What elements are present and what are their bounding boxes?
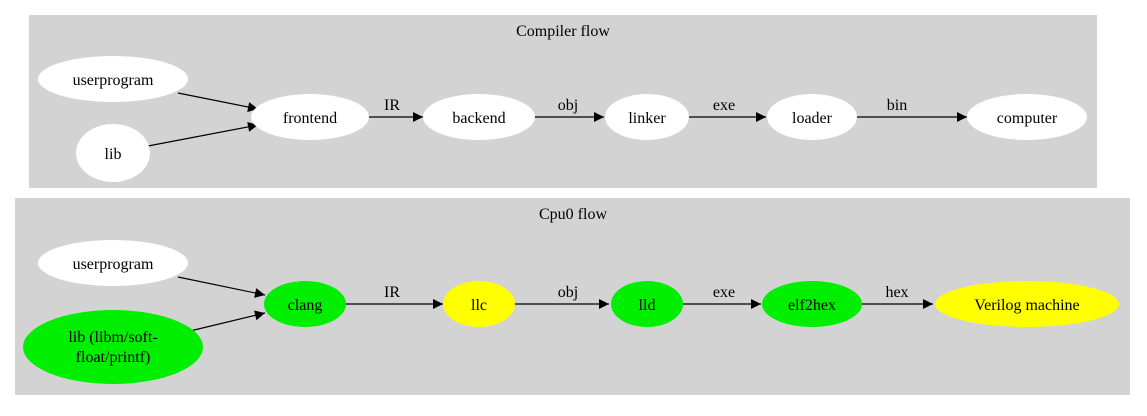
edge-label-exe: exe xyxy=(713,97,735,114)
svg-text:userprogram: userprogram xyxy=(73,256,154,273)
edge-backend-linker: obj xyxy=(534,97,604,122)
svg-text:lib: lib xyxy=(105,146,122,163)
cluster-compiler-flow-box xyxy=(29,15,1097,188)
svg-text:userprogram: userprogram xyxy=(73,72,154,89)
edge-userprogram-frontend xyxy=(177,92,259,112)
cluster-cpu0-flow-title: Cpu0 flow xyxy=(539,206,607,223)
node-lib-libm-softfloat-printf: lib (libm/soft- float/printf) xyxy=(23,310,203,384)
node-elf2hex: elf2hex xyxy=(762,281,862,327)
svg-text:clang: clang xyxy=(288,297,323,314)
edge-label-hex: hex xyxy=(885,284,908,301)
node-clang: clang xyxy=(264,281,346,327)
edge-lib-frontend xyxy=(147,121,259,147)
edge-lld-elf2hex: exe xyxy=(683,284,761,309)
node-llc: llc xyxy=(443,281,515,327)
edge-label-ir: IR xyxy=(384,284,400,301)
edge-label-obj: obj xyxy=(558,284,578,301)
svg-text:elf2hex: elf2hex xyxy=(788,297,836,314)
edge-userprogram-clang xyxy=(177,276,266,298)
edge-loader-computer: bin xyxy=(856,97,967,122)
edge-elf2hex-verilog: hex xyxy=(857,284,933,309)
node-backend: backend xyxy=(423,94,535,140)
svg-text:llc: llc xyxy=(471,297,487,314)
cluster-cpu0-flow: Cpu0 flow IR obj exe hex userprogram xyxy=(15,198,1130,395)
svg-text:Verilog machine: Verilog machine xyxy=(974,297,1079,314)
svg-text:lld: lld xyxy=(639,297,656,314)
node-frontend: frontend xyxy=(251,94,369,140)
node-loader: loader xyxy=(767,94,857,140)
node-computer: computer xyxy=(967,94,1087,140)
edge-label-obj: obj xyxy=(558,97,578,114)
node-lld: lld xyxy=(611,281,683,327)
svg-text:backend: backend xyxy=(452,110,505,127)
svg-text:float/printf): float/printf) xyxy=(76,349,151,366)
svg-text:loader: loader xyxy=(792,110,833,127)
node-lib: lib xyxy=(76,124,150,182)
edge-lib-clang xyxy=(189,310,266,332)
cluster-compiler-flow: Compiler flow IR obj exe bin userprogram xyxy=(29,15,1097,188)
node-verilog-machine: Verilog machine xyxy=(935,281,1119,327)
svg-text:computer: computer xyxy=(997,110,1058,127)
node-userprogram: userprogram xyxy=(38,56,188,102)
edge-frontend-backend: IR xyxy=(361,97,423,122)
edge-linker-loader: exe xyxy=(688,97,766,122)
edge-label-exe: exe xyxy=(713,284,735,301)
edge-llc-lld: obj xyxy=(515,284,609,309)
svg-text:frontend: frontend xyxy=(283,110,337,127)
cluster-compiler-flow-title: Compiler flow xyxy=(516,23,610,40)
svg-text:lib (libm/soft-: lib (libm/soft- xyxy=(68,329,157,346)
node-userprogram: userprogram xyxy=(38,240,188,286)
svg-text:linker: linker xyxy=(628,110,666,127)
node-linker: linker xyxy=(605,94,689,140)
edge-label-bin: bin xyxy=(887,97,907,114)
edge-clang-llc: IR xyxy=(345,284,443,309)
edge-label-ir: IR xyxy=(384,97,400,114)
